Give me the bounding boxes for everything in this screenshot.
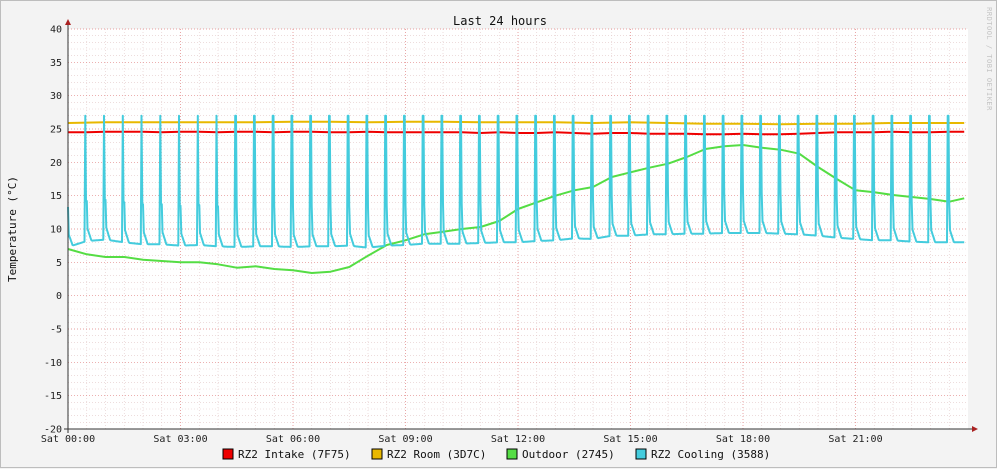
chart-title: Last 24 hours [453,14,547,28]
x-tick-label: Sat 09:00 [378,434,432,445]
legend-label: RZ2 Cooling (3588) [651,448,770,461]
legend: RZ2 Intake (7F75) RZ2 Room (3D7C) Outdoor … [222,448,770,461]
y-tick-label: -15 [44,391,62,402]
axes [64,19,978,433]
y-tick-label: 20 [50,158,62,169]
legend-swatch [635,448,647,460]
y-tick-label: -10 [44,358,62,369]
x-axis-ticks: Sat 00:00 Sat 03:00 Sat 06:00 Sat 09:00 Sat … [41,434,883,445]
legend-swatch [506,448,518,460]
x-tick-label: Sat 00:00 [41,434,95,445]
y-tick-label: 40 [50,25,62,36]
legend-label: Outdoor (2745) [522,448,615,461]
y-tick-label: 5 [56,258,62,269]
x-axis-arrow [972,426,978,432]
y-tick-label: -5 [50,325,62,336]
y-tick-label: 10 [50,225,62,236]
rrdtool-watermark: RRDTOOL / TOBI OETIKER [985,7,993,111]
x-tick-label: Sat 18:00 [716,434,770,445]
y-tick-label: 15 [50,191,62,202]
x-tick-label: Sat 06:00 [266,434,320,445]
legend-label: RZ2 Room (3D7C) [387,448,486,461]
y-tick-label: 30 [50,91,62,102]
legend-swatch [371,448,383,460]
legend-swatch [222,448,234,460]
x-tick-label: Sat 03:00 [153,434,207,445]
series-line-3 [67,114,965,249]
y-tick-label: 25 [50,125,62,136]
series-lines [67,114,965,274]
legend-label: RZ2 Intake (7F75) [238,448,351,461]
x-tick-label: Sat 12:00 [491,434,545,445]
y-tick-label: -20 [44,425,62,436]
y-axis-label: Temperature (°C) [6,176,19,282]
x-tick-label: Sat 15:00 [603,434,657,445]
x-tick-label: Sat 21:00 [828,434,882,445]
y-tick-label: 35 [50,58,62,69]
y-tick-label: 0 [56,291,62,302]
y-axis-arrow [65,19,71,25]
y-axis-ticks: 40 35 30 25 20 15 10 5 0 -5 -10 -15 -20 [44,25,62,436]
